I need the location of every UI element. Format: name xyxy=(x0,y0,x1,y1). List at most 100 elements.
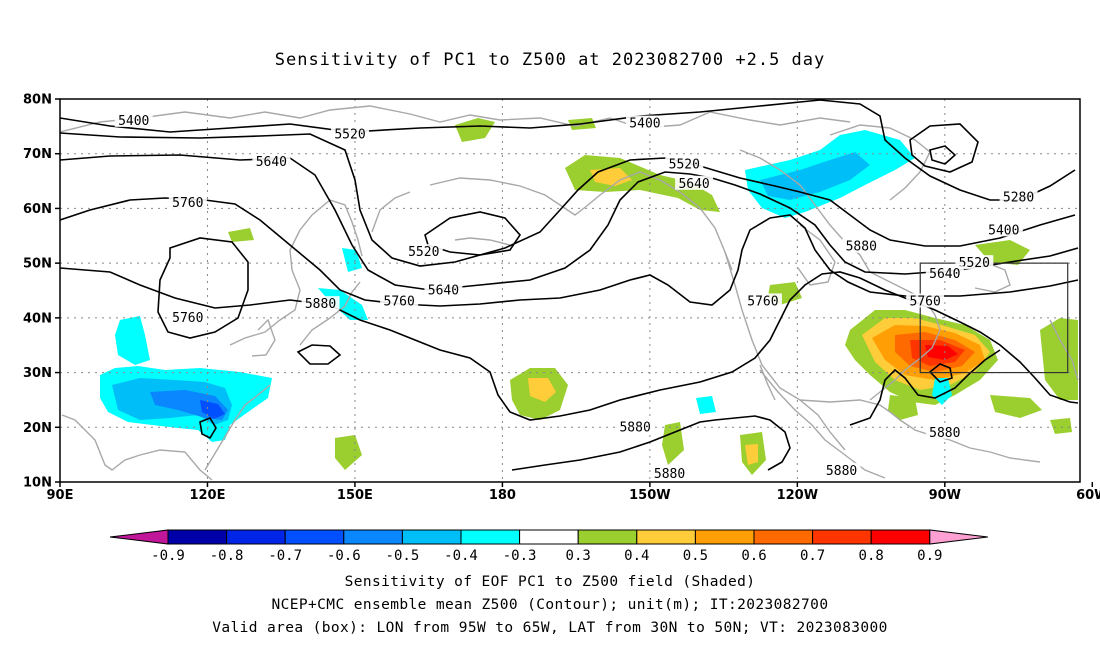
colorbar-label: 0.7 xyxy=(800,548,825,564)
caption-line-3: Valid area (box): LON from 95W to 65W, L… xyxy=(212,620,888,636)
colorbar-cell xyxy=(753,529,814,545)
contour-label-bg xyxy=(168,309,207,324)
contour-inner-low xyxy=(929,145,957,165)
colorbar-label: -0.4 xyxy=(444,548,478,564)
latitude-axis: 80N 70N 60N 50N 40N 30N 20N 10N xyxy=(23,93,60,491)
lon-tick-label: 60W xyxy=(1076,488,1100,503)
colorbar-label: 0.9 xyxy=(917,548,942,564)
colorbar-cell xyxy=(167,529,228,545)
contour-label: 5880 xyxy=(826,464,857,479)
lon-tick-label: 90E xyxy=(47,488,74,503)
contour-low-japan xyxy=(296,344,342,365)
contour-label-bg xyxy=(168,194,207,209)
colorbar-cell xyxy=(694,529,755,545)
colorbar-cell xyxy=(636,529,696,545)
map-title: Sensitivity of PC1 to Z500 at 2023082700… xyxy=(274,50,826,70)
shade-atlantic-pos6 xyxy=(925,345,958,360)
contour-low-scs xyxy=(199,417,217,440)
shade-alaska-pos2 xyxy=(590,168,632,186)
contour-5400 xyxy=(60,99,1076,201)
shade-japan-neg xyxy=(318,288,368,320)
colorbar-cell xyxy=(519,529,579,545)
lon-tick-label: 120E xyxy=(189,488,225,503)
coast-alaska xyxy=(429,171,733,271)
lon-tick-label: 90W xyxy=(929,488,961,503)
colorbar-cell xyxy=(812,529,872,545)
contour-label: 5760 xyxy=(910,294,941,309)
contour-label: 5760 xyxy=(172,311,203,326)
contour-label: 5760 xyxy=(384,294,415,309)
colorbar-label: -0.7 xyxy=(268,548,302,564)
contour-label-bg xyxy=(665,156,704,171)
lon-tick-label: 150E xyxy=(337,488,373,503)
contour-label: 5880 xyxy=(846,240,877,255)
contour-label: 5640 xyxy=(678,177,709,192)
colorbar-arrow-low xyxy=(109,529,169,545)
contour-label-bg xyxy=(675,175,714,190)
contour-label-bg xyxy=(984,222,1023,237)
contour-label-bg xyxy=(822,463,861,478)
colorbar-label: 0.4 xyxy=(624,548,649,564)
coast-gulf-mexico xyxy=(799,399,1041,463)
contour-label: 5520 xyxy=(334,128,365,143)
contour-label: 5400 xyxy=(988,223,1019,238)
colorbar-label: 0.5 xyxy=(683,548,708,564)
colorbar: -0.9 -0.8 -0.7 -0.6 -0.5 -0.4 -0.3 0.3 0.4 0.5 0.6… xyxy=(109,529,988,564)
contour-label: 5760 xyxy=(172,196,203,211)
contour-5760-north xyxy=(60,197,1079,307)
contour-5640 xyxy=(60,154,1079,291)
lat-tick-label: 60N xyxy=(23,202,52,217)
contour-label: 5880 xyxy=(929,426,960,441)
contour-label-bg xyxy=(625,115,664,130)
shade-greenland-neg2 xyxy=(760,152,870,200)
contour-label-bg xyxy=(743,293,782,308)
shade-arctic-pos xyxy=(455,118,495,142)
contour-label: 5280 xyxy=(1003,190,1034,205)
contour-5520 xyxy=(60,132,1076,267)
contour-label: 5400 xyxy=(629,117,660,132)
contour-label-bg xyxy=(331,126,370,141)
lat-lon-grid xyxy=(60,99,1080,482)
contour-5880-south xyxy=(511,415,791,471)
sensitivity-shading xyxy=(100,118,1078,475)
shade-pac-pos4 xyxy=(662,422,684,465)
shade-mexico-pos3 xyxy=(745,444,758,465)
contour-label-bg xyxy=(650,465,689,480)
colorbar-label: 0.6 xyxy=(741,548,766,564)
contour-label: 5640 xyxy=(428,284,459,299)
coast-korea xyxy=(251,318,276,357)
contour-label-bg xyxy=(252,153,291,168)
contour-label-bg xyxy=(301,296,340,311)
contour-label: 5520 xyxy=(408,245,439,260)
colorbar-label: -0.9 xyxy=(151,548,185,564)
colorbar-cell xyxy=(226,529,286,545)
shade-pac-neg xyxy=(696,396,716,414)
lat-tick-label: 10N xyxy=(23,476,52,491)
lat-tick-label: 40N xyxy=(23,311,52,326)
shade-carib-pos xyxy=(1050,418,1072,434)
contour-label: 5880 xyxy=(619,420,650,435)
contour-label-bg xyxy=(955,255,994,270)
coast-baja xyxy=(759,364,776,401)
shade-gulf-pos xyxy=(888,395,918,420)
contour-label-bg xyxy=(424,282,463,297)
lat-tick-label: 80N xyxy=(23,93,52,108)
lat-tick-label: 50N xyxy=(23,257,52,272)
contour-label: 5640 xyxy=(929,267,960,282)
contour-label: 5640 xyxy=(256,155,287,170)
colorbar-label: 0.3 xyxy=(566,548,591,564)
contour-label: 5880 xyxy=(654,467,685,482)
contour-label-bg xyxy=(842,238,881,253)
colorbar-arrow-high xyxy=(929,529,988,545)
coast-greenland xyxy=(829,124,931,201)
contour-label: 5760 xyxy=(747,294,778,309)
contour-labels: 5400 5520 5640 5760 5760 5880 5760 5640 5520 5400… xyxy=(114,112,1038,482)
lon-tick-label: 150W xyxy=(629,488,670,503)
colorbar-label: -0.3 xyxy=(503,548,537,564)
colorbar-cell xyxy=(870,529,931,545)
colorbar-cell xyxy=(343,529,403,545)
coast-japan xyxy=(299,281,361,346)
coast-mexico-pacific xyxy=(759,369,886,479)
contour-label-bg xyxy=(925,266,964,281)
